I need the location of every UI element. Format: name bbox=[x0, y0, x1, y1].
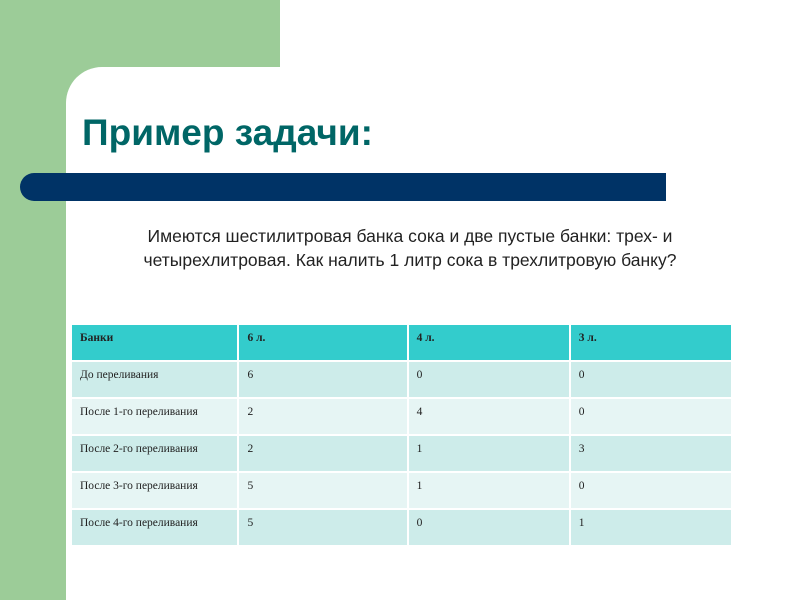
problem-text: Имеются шестилитровая банка сока и две п… bbox=[143, 226, 677, 270]
table-row: После 4-го переливания 5 0 1 bbox=[69, 508, 734, 547]
table-cell: После 1-го переливания bbox=[69, 397, 240, 436]
slide-title: Пример задачи: bbox=[82, 112, 373, 153]
table-cell: 1 bbox=[568, 508, 734, 547]
table-cell: 4 bbox=[406, 397, 571, 436]
table-cell: 5 bbox=[237, 508, 409, 547]
table-cell: 2 bbox=[237, 434, 409, 473]
table-cell: 2 bbox=[237, 397, 409, 436]
decor-white bbox=[280, 0, 800, 67]
table-cell: 0 bbox=[568, 471, 734, 510]
table-cell: 6 bbox=[237, 360, 409, 399]
solution-table: Банки 6 л. 4 л. 3 л. До переливания 6 0 0 По… bbox=[69, 323, 734, 547]
table-cell: 0 bbox=[568, 397, 734, 436]
table-cell: 0 bbox=[568, 360, 734, 399]
header-cell: 6 л. bbox=[237, 323, 409, 362]
header-cell: 3 л. bbox=[568, 323, 734, 362]
table-row: После 1-го переливания 2 4 0 bbox=[69, 397, 734, 436]
table-cell: После 2-го переливания bbox=[69, 434, 240, 473]
table-cell: 0 bbox=[406, 360, 571, 399]
table-row: После 3-го переливания 5 1 0 bbox=[69, 471, 734, 510]
table-cell: 5 bbox=[237, 471, 409, 510]
table-cell: После 4-го переливания bbox=[69, 508, 240, 547]
table-header-row: Банки 6 л. 4 л. 3 л. bbox=[69, 323, 734, 362]
table-row: После 2-го переливания 2 1 3 bbox=[69, 434, 734, 473]
header-cell: Банки bbox=[69, 323, 240, 362]
table-row: До переливания 6 0 0 bbox=[69, 360, 734, 399]
table-cell: 1 bbox=[406, 434, 571, 473]
table-cell: После 3-го переливания bbox=[69, 471, 240, 510]
table-cell: До переливания bbox=[69, 360, 240, 399]
table-cell: 0 bbox=[406, 508, 571, 547]
title-underline-bar bbox=[20, 173, 666, 201]
header-cell: 4 л. bbox=[406, 323, 571, 362]
table-cell: 1 bbox=[406, 471, 571, 510]
table-cell: 3 bbox=[568, 434, 734, 473]
